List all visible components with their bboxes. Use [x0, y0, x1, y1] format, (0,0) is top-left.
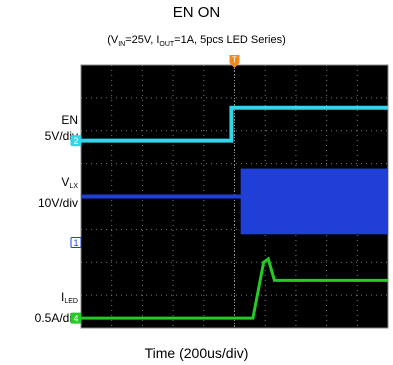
channel-marker-2: 2 [70, 135, 82, 147]
ch2-label-scale: 5V/div [44, 129, 78, 143]
ch2-label-name: EN [61, 113, 78, 127]
ch4-label-name: ILED [10, 289, 78, 310]
ch4-label: ILED 0.5A/div [10, 289, 78, 326]
channel-marker-box [70, 237, 82, 249]
ch1-label: VLX 10V/div [14, 174, 78, 211]
trace-vlx-switching-band [240, 168, 388, 235]
channel-marker-number: 1 [73, 238, 78, 248]
trace-en [81, 105, 388, 143]
ch1-label-scale: 10V/div [37, 196, 78, 210]
trigger-marker-shape [229, 55, 240, 68]
plot-traces [81, 105, 388, 320]
subtitle-sub-in: IN [118, 41, 126, 49]
plot-markers: 2 1 4 T [70, 55, 240, 324]
subtitle-sub-out: OUT [159, 41, 175, 49]
ch1-label-sub: LX [69, 183, 78, 190]
subtitle-mid1: =25V, I [125, 34, 160, 46]
subtitle-open: (V [107, 34, 119, 46]
trigger-marker-letter: T [232, 56, 237, 65]
channel-marker-box [70, 135, 82, 147]
ch4-label-main: I [61, 290, 65, 304]
ch4-label-scale: 0.5A/div [34, 311, 78, 325]
channel-marker-4: 4 [70, 312, 82, 324]
ch1-label-name: VLX [14, 174, 78, 195]
channel-marker-1: 1 [70, 237, 82, 249]
channel-marker-box [70, 312, 82, 324]
chart-title: EN ON [172, 4, 221, 21]
channel-marker-number: 4 [73, 314, 78, 324]
x-axis-label: Time (200us/div) [144, 345, 249, 361]
chart-subtitle: (VIN=25V, IOUT=1A, 5pcs LED Series) [0, 34, 393, 48]
trigger-marker: T [229, 55, 240, 68]
trace-iled [81, 256, 388, 320]
ch2-label: EN 5V/div [20, 112, 78, 144]
ch1-label-main: V [61, 175, 70, 189]
ch4-label-sub: LED [64, 298, 78, 305]
subtitle-mid2: =1A, 5pcs LED Series) [174, 34, 286, 46]
channel-marker-number: 2 [73, 136, 78, 146]
